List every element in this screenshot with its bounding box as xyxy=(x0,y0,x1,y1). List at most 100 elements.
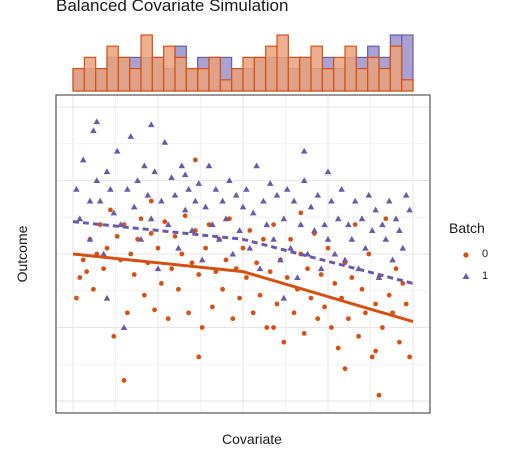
data-point-batch-1 xyxy=(226,177,233,183)
data-point-batch-0 xyxy=(165,316,171,322)
data-point-batch-1 xyxy=(161,138,169,145)
histogram-bar-batch-0 xyxy=(185,67,199,92)
data-point-batch-1 xyxy=(144,191,152,198)
data-point-batch-0 xyxy=(363,310,368,316)
data-point-batch-1 xyxy=(280,294,288,301)
data-point-batch-1 xyxy=(110,209,118,216)
histogram-bar-batch-0 xyxy=(276,34,289,92)
data-point-batch-0 xyxy=(131,272,137,277)
histogram-bar-batch-0 xyxy=(265,45,278,92)
data-point-batch-1 xyxy=(260,197,267,204)
data-point-batch-0 xyxy=(250,310,256,316)
data-point-batch-0 xyxy=(349,275,355,280)
data-point-batch-0 xyxy=(210,304,215,310)
data-point-batch-0 xyxy=(203,245,209,251)
data-point-batch-1 xyxy=(86,197,94,204)
data-point-batch-1 xyxy=(290,197,298,204)
scatter-points xyxy=(73,118,413,398)
data-point-batch-0 xyxy=(148,198,154,204)
data-point-batch-1 xyxy=(130,203,138,210)
data-point-batch-0 xyxy=(237,295,243,301)
data-point-batch-1 xyxy=(314,191,322,198)
data-point-batch-1 xyxy=(402,191,410,198)
trend-lines xyxy=(72,220,414,324)
data-point-batch-0 xyxy=(397,339,402,345)
data-point-batch-0 xyxy=(148,231,154,236)
data-point-batch-1 xyxy=(164,221,172,228)
data-point-batch-0 xyxy=(114,233,120,239)
data-point-batch-0 xyxy=(121,378,127,383)
data-point-batch-0 xyxy=(261,236,266,242)
data-point-batch-0 xyxy=(240,245,246,251)
histogram-bar-batch-0 xyxy=(129,67,142,92)
data-point-batch-1 xyxy=(399,244,407,251)
histogram-bar-batch-0 xyxy=(140,34,153,92)
data-point-batch-0 xyxy=(176,286,181,292)
data-point-batch-0 xyxy=(97,222,103,228)
data-point-batch-0 xyxy=(403,301,409,307)
data-point-batch-1 xyxy=(385,197,393,204)
data-point-batch-1 xyxy=(151,168,158,175)
data-point-batch-0 xyxy=(369,354,375,360)
trend-line-batch-0 xyxy=(72,252,414,324)
legend-label-batch-1: 1 xyxy=(482,270,489,282)
data-point-batch-0 xyxy=(335,345,341,351)
data-point-batch-1 xyxy=(198,256,206,263)
data-point-batch-1 xyxy=(232,191,240,198)
histogram-bar-batch-0 xyxy=(355,67,369,92)
data-point-batch-0 xyxy=(196,272,202,277)
data-point-batch-1 xyxy=(185,186,192,192)
data-point-batch-1 xyxy=(375,274,383,280)
data-point-batch-0 xyxy=(356,333,361,339)
data-point-batch-0 xyxy=(169,266,175,272)
data-point-batch-1 xyxy=(93,118,101,125)
data-point-batch-1 xyxy=(324,168,332,175)
data-point-batch-0 xyxy=(332,281,338,286)
trend-line-batch-1 xyxy=(72,220,414,285)
data-point-batch-1 xyxy=(96,197,104,204)
data-point-batch-0 xyxy=(393,266,399,272)
data-point-batch-1 xyxy=(406,206,413,213)
data-point-batch-0 xyxy=(380,325,385,330)
data-point-batch-0 xyxy=(223,257,229,263)
histogram-bar-batch-0 xyxy=(378,67,391,92)
data-point-batch-1 xyxy=(266,180,274,186)
data-point-batch-1 xyxy=(362,244,369,251)
data-point-batch-0 xyxy=(325,245,331,251)
data-point-batch-1 xyxy=(263,221,271,228)
data-point-batch-1 xyxy=(215,236,223,242)
data-point-batch-0 xyxy=(220,286,226,292)
data-point-batch-1 xyxy=(372,206,379,213)
data-point-batch-0 xyxy=(159,281,164,286)
data-point-batch-1 xyxy=(134,177,141,183)
data-point-batch-0 xyxy=(193,157,198,163)
data-point-batch-1 xyxy=(277,256,284,263)
data-point-batch-1 xyxy=(209,221,216,228)
data-point-batch-1 xyxy=(348,236,356,242)
data-point-batch-1 xyxy=(154,265,162,272)
data-point-batch-1 xyxy=(205,162,213,169)
data-point-batch-1 xyxy=(321,221,328,228)
data-point-batch-1 xyxy=(253,162,260,169)
data-point-batch-1 xyxy=(181,206,189,213)
data-point-batch-0 xyxy=(172,233,178,239)
data-point-batch-1 xyxy=(113,147,121,154)
histogram-bar-batch-0 xyxy=(83,56,97,92)
legend-keys xyxy=(462,252,470,279)
y-axis-label: Outcome xyxy=(14,225,30,283)
data-point-batch-1 xyxy=(307,203,315,210)
data-point-batch-0 xyxy=(305,266,310,272)
histogram-bar-batch-0 xyxy=(197,67,210,92)
data-point-batch-1 xyxy=(358,215,366,222)
marginal-histogram xyxy=(72,34,414,92)
data-point-batch-0 xyxy=(284,275,290,280)
data-point-batch-1 xyxy=(270,236,277,242)
data-point-batch-0 xyxy=(274,301,280,307)
data-point-batch-1 xyxy=(171,191,179,198)
data-point-batch-0 xyxy=(318,272,324,277)
data-point-batch-1 xyxy=(181,171,189,178)
data-point-batch-0 xyxy=(111,333,117,339)
legend-key-batch-1 xyxy=(462,273,470,279)
data-point-batch-1 xyxy=(294,274,301,280)
chart-title: Balanced Covariate Simulation xyxy=(56,0,289,15)
